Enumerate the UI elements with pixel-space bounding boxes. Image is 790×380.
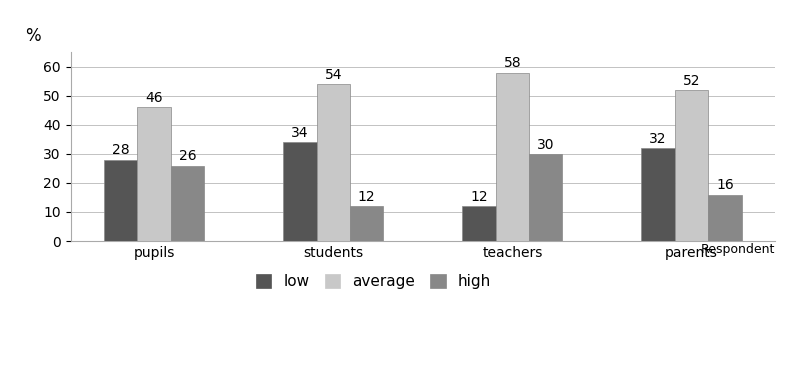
Bar (283, 142, 317, 241)
Legend: low, average, high: low, average, high (251, 269, 496, 294)
Text: 28: 28 (112, 143, 130, 157)
Text: 30: 30 (537, 138, 555, 152)
Text: 52: 52 (683, 74, 700, 88)
Text: 46: 46 (145, 91, 163, 105)
Text: 26: 26 (179, 149, 197, 163)
Text: Respondent: Respondent (701, 243, 775, 256)
Bar (708, 195, 742, 241)
Bar (350, 206, 383, 241)
Text: 58: 58 (503, 56, 521, 70)
Bar (137, 108, 171, 241)
Bar (462, 206, 495, 241)
Bar (641, 148, 675, 241)
Text: 16: 16 (716, 178, 734, 192)
Text: 34: 34 (291, 126, 309, 140)
Bar (171, 166, 205, 241)
Bar (495, 73, 529, 241)
Text: 12: 12 (470, 190, 487, 204)
Bar (675, 90, 708, 241)
Text: 32: 32 (649, 132, 667, 146)
Text: 12: 12 (358, 190, 375, 204)
Bar (104, 160, 137, 241)
Bar (317, 84, 350, 241)
Text: %: % (24, 27, 40, 45)
Bar (529, 154, 562, 241)
Text: 54: 54 (325, 68, 342, 82)
